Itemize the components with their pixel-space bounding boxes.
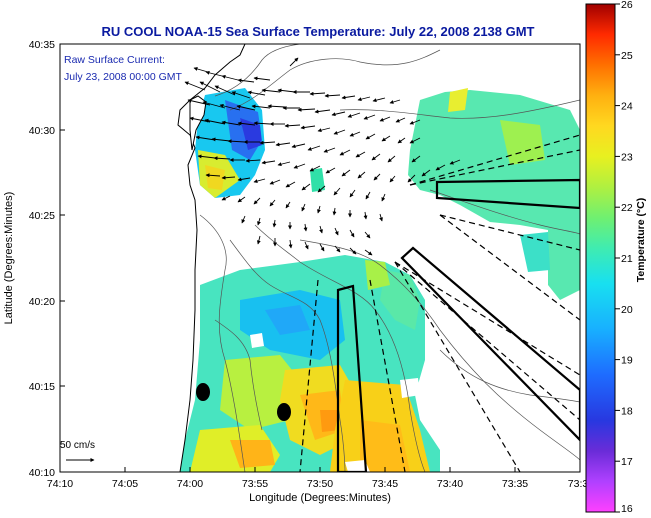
current-vectors	[184, 57, 461, 256]
colorbar-gradient	[585, 3, 616, 513]
colorbar-tick-marks	[615, 3, 620, 513]
colorbar-tick-label: 25	[621, 50, 633, 62]
colorbar-tick-label: 21	[621, 253, 633, 265]
x-tick-label: 74:10	[47, 478, 73, 490]
colorbar-tick-label: 26	[621, 0, 633, 11]
axis-tick-marks	[59, 43, 516, 473]
colorbar-tick-label: 22	[621, 202, 633, 214]
x-tick-label: 73:40	[437, 478, 463, 490]
y-tick-label: 40:25	[29, 210, 55, 222]
colorbar-tick-label: 16	[621, 503, 633, 515]
x-axis-label: Longitude (Degrees:Minutes)	[249, 492, 391, 504]
map-plot-area	[60, 44, 580, 472]
colorbar-tick-label: 19	[621, 355, 633, 367]
station-marker-north	[196, 383, 210, 401]
colorbar-tick-label: 17	[621, 456, 633, 468]
y-tick-label: 40:15	[29, 381, 55, 393]
y-tick-label: 40:10	[29, 467, 55, 479]
sst-field	[180, 88, 580, 472]
y-tick-label: 40:35	[29, 39, 55, 51]
current-label-line1: Raw Surface Current:	[64, 54, 165, 66]
scale-label: 50 cm/s	[60, 440, 95, 451]
land-new-jersey	[60, 44, 246, 472]
y-tick-label: 40:20	[29, 296, 55, 308]
x-tick-label: 73:50	[307, 478, 333, 490]
y-tick-labels: 40:35 40:30 40:25 40:20 40:15 40:10	[29, 39, 55, 479]
x-tick-label: 73:45	[372, 478, 398, 490]
y-axis-label: Latitude (Degrees:Minutes)	[3, 192, 15, 325]
colorbar-tick-label: 18	[621, 405, 633, 417]
x-tick-label: 73:3	[568, 478, 589, 490]
y-tick-label: 40:30	[29, 125, 55, 137]
x-tick-label: 73:35	[502, 478, 528, 490]
sampling-box-outlines	[336, 178, 580, 472]
current-label-line2: July 23, 2008 00:00 GMT	[64, 71, 182, 83]
x-tick-labels: 74:10 74:05 74:00 73:55 73:50 73:45 73:4…	[47, 478, 589, 490]
figure-title: RU COOL NOAA-15 Sea Surface Temperature:…	[101, 24, 534, 39]
colorbar: 26 25 24 23 22 21 20 19 18 17 16 Tempera…	[585, 0, 647, 515]
x-tick-label: 73:55	[242, 478, 268, 490]
colorbar-tick-label: 24	[621, 101, 633, 113]
x-tick-label: 74:05	[112, 478, 138, 490]
colorbar-tick-label: 20	[621, 304, 633, 316]
x-tick-label: 74:00	[177, 478, 203, 490]
sandy-hook-spit	[189, 95, 207, 151]
colorbar-label: Temperature (°C)	[635, 198, 647, 283]
station-marker-south	[277, 403, 291, 421]
colorbar-tick-label: 23	[621, 151, 633, 163]
dashed-transects	[299, 134, 580, 472]
